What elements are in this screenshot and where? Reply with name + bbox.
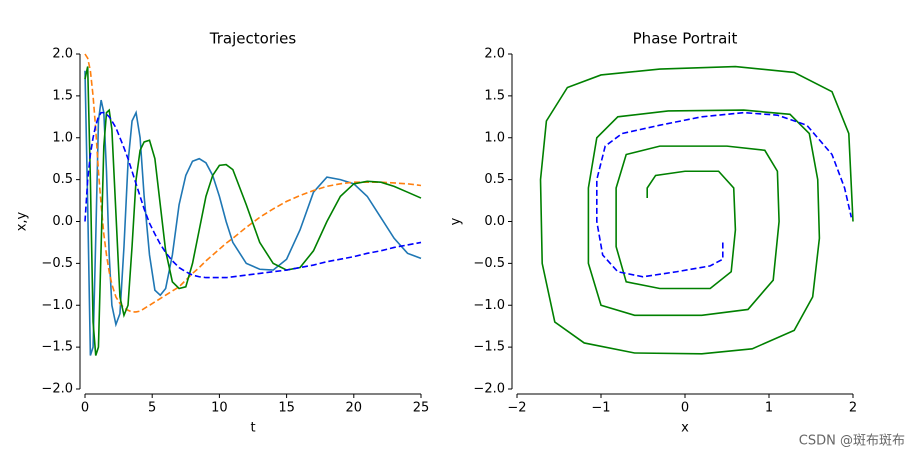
watermark: CSDN @斑布斑布 xyxy=(799,434,905,449)
y-tick-label: −1.0 xyxy=(41,298,73,313)
y-tick-label: 1.5 xyxy=(484,88,505,103)
y-tick-label: 0.5 xyxy=(484,172,505,187)
y-tick-label: −2.0 xyxy=(41,382,73,397)
data-line xyxy=(84,70,422,356)
x-axis-label: t xyxy=(250,421,255,436)
y-tick-label: −1.5 xyxy=(473,340,505,355)
y-tick-label: 1.0 xyxy=(484,130,505,145)
y-tick-label: −1.0 xyxy=(473,298,505,313)
y-tick-label: −2.0 xyxy=(473,382,505,397)
chart-title: Trajectories xyxy=(209,30,297,48)
subplot: Trajectories t x,y −2.0 −1.5 −1.0 −0.5 0.0 0.5 1.… xyxy=(15,30,430,436)
y-tick-label: −0.5 xyxy=(41,256,73,271)
data-line xyxy=(539,65,854,355)
y-tick-label: 1.5 xyxy=(52,88,73,103)
y-tick-label: −0.5 xyxy=(473,256,505,271)
x-tick-label: 1 xyxy=(765,401,773,416)
y-tick-label: 2.0 xyxy=(484,47,505,62)
x-tick-label: 0 xyxy=(681,401,689,416)
data-line xyxy=(84,66,422,356)
x-tick-label: 15 xyxy=(278,401,295,416)
x-tick-label: 2 xyxy=(849,401,857,416)
x-tick-label: 0 xyxy=(81,401,89,416)
chart-title: Phase Portrait xyxy=(633,30,738,48)
x-tick-label: 5 xyxy=(148,401,156,416)
x-tick-label: 20 xyxy=(346,401,363,416)
y-tick-label: −1.5 xyxy=(41,340,73,355)
y-tick-label: 0.5 xyxy=(52,172,73,187)
x-tick-label: 25 xyxy=(413,401,430,416)
subplot: Phase Portrait x y −2.0 −1.5 −1.0 −0.5 0.0 0.5 1.… xyxy=(449,30,858,436)
y-tick-label: 2.0 xyxy=(52,47,73,62)
x-tick-label: −1 xyxy=(591,401,610,416)
data-line xyxy=(596,111,853,278)
y-axis-label: x,y xyxy=(15,211,30,231)
y-tick-label: 0.0 xyxy=(484,214,505,229)
x-tick-label: 10 xyxy=(211,401,228,416)
x-tick-label: −2 xyxy=(507,401,526,416)
y-tick-label: 0.0 xyxy=(52,214,73,229)
y-tick-label: 1.0 xyxy=(52,130,73,145)
y-axis-label: y xyxy=(449,217,464,225)
x-axis-label: x xyxy=(681,421,689,436)
